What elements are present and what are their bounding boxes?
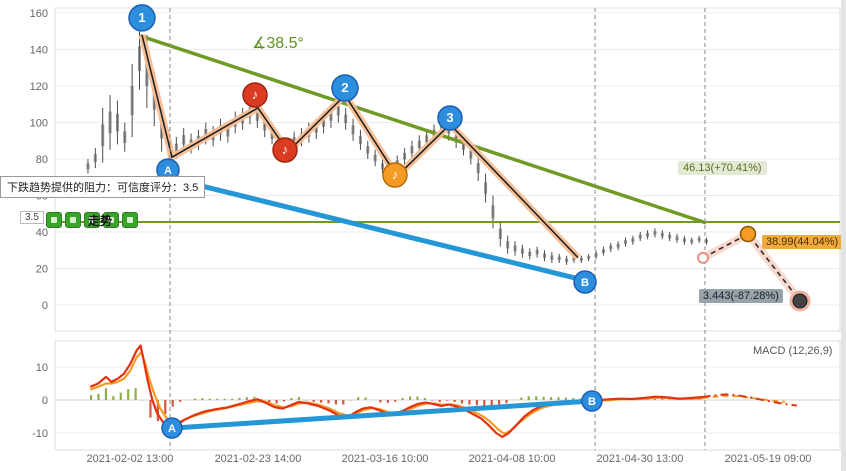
pattern-badge-icon[interactable] bbox=[103, 212, 119, 228]
time-axis-tick: 2021-02-23 14:00 bbox=[215, 453, 302, 465]
marker-point-b[interactable]: B bbox=[573, 270, 597, 294]
price-axis-tick: 0 bbox=[42, 300, 48, 312]
price-axis-tick: 80 bbox=[36, 154, 48, 166]
projection-point-start[interactable] bbox=[697, 251, 710, 264]
target-down-price-label[interactable]: 3.443(-87.28%) bbox=[699, 289, 783, 303]
price-axis-tick: 160 bbox=[30, 8, 48, 20]
svg-text:2: 2 bbox=[341, 80, 348, 95]
macd-axis-tick: 0 bbox=[42, 395, 48, 407]
marker-macd-b[interactable]: B bbox=[581, 390, 603, 412]
macd-ab-line[interactable] bbox=[169, 398, 595, 431]
svg-text:A: A bbox=[168, 423, 176, 435]
pattern-badge-icon[interactable] bbox=[65, 212, 81, 228]
price-axis-tick: 40 bbox=[36, 227, 48, 239]
macd-axis-tick: 10 bbox=[36, 362, 48, 374]
dif-line bbox=[89, 344, 703, 439]
trend-angle-label: ∡38.5° bbox=[252, 35, 304, 52]
price-axis-tick: 100 bbox=[30, 118, 48, 130]
marker-note-1[interactable]: ♪ bbox=[242, 82, 268, 108]
marker-wave-1[interactable]: 1 bbox=[128, 4, 156, 32]
pattern-badge-icon[interactable] bbox=[122, 212, 138, 228]
time-axis-tick: 2021-05-19 09:00 bbox=[725, 453, 812, 465]
level-price-label[interactable]: 46.13(+70.41%) bbox=[678, 161, 767, 175]
price-axis-tick: 140 bbox=[30, 45, 48, 57]
time-axis-tick: 2021-03-16 10:00 bbox=[342, 453, 429, 465]
marker-wave-2[interactable]: 2 bbox=[331, 74, 359, 102]
target-up-price-label[interactable]: 38.99(44.04%) bbox=[762, 235, 843, 249]
svg-text:♪: ♪ bbox=[392, 167, 399, 182]
price-axis-tick: 20 bbox=[36, 264, 48, 276]
downtrend-line[interactable] bbox=[139, 34, 707, 225]
window-edge-strip bbox=[841, 0, 846, 471]
macd-axis-tick: -10 bbox=[32, 428, 48, 440]
marker-note-3[interactable]: ♪ bbox=[382, 162, 408, 188]
macd-histogram bbox=[90, 388, 701, 422]
projection-point-target-down[interactable] bbox=[789, 290, 811, 312]
legend-overlap-label: 走势 bbox=[88, 214, 113, 228]
candlestick-series bbox=[86, 27, 708, 265]
time-axis-tick: 2021-04-30 13:00 bbox=[597, 453, 684, 465]
svg-text:1: 1 bbox=[138, 10, 145, 25]
support-line-ab[interactable] bbox=[167, 175, 588, 283]
marker-macd-a[interactable]: A bbox=[161, 417, 183, 439]
svg-text:♪: ♪ bbox=[252, 87, 259, 102]
projection-point-target-up[interactable] bbox=[739, 225, 757, 243]
svg-text:3: 3 bbox=[446, 110, 453, 125]
resistance-tooltip: 下跌趋势提供的阻力：可信度评分：3.5 bbox=[0, 176, 206, 198]
svg-text:♪: ♪ bbox=[282, 142, 289, 157]
confidence-score-badge: 3.5 bbox=[20, 211, 44, 224]
pattern-badge-row[interactable] bbox=[46, 212, 138, 228]
pattern-badge-icon[interactable] bbox=[84, 212, 100, 228]
wave-line[interactable] bbox=[141, 34, 579, 259]
macd-indicator-label: MACD (12,26,9) bbox=[753, 345, 833, 357]
marker-wave-3[interactable]: 3 bbox=[437, 105, 463, 131]
pattern-badge-icon[interactable] bbox=[46, 212, 62, 228]
svg-text:A: A bbox=[164, 165, 172, 177]
price-axis-tick: 120 bbox=[30, 81, 48, 93]
svg-text:B: B bbox=[581, 277, 589, 289]
time-axis-tick: 2021-04-08 10:00 bbox=[469, 453, 556, 465]
svg-text:B: B bbox=[588, 396, 596, 408]
marker-note-2[interactable]: ♪ bbox=[272, 137, 298, 163]
time-axis-tick: 2021-02-02 13:00 bbox=[87, 453, 174, 465]
dif-projection-line bbox=[702, 393, 797, 407]
